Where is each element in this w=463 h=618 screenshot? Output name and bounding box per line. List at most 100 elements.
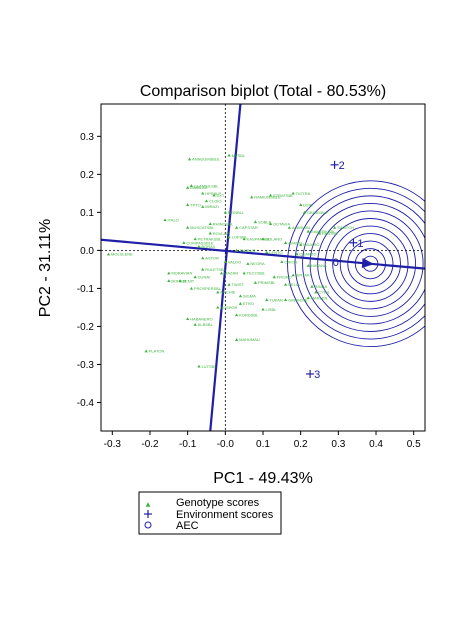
genotype-label-13: DSIB [303,202,313,207]
genotype-marker-16 [186,225,190,229]
genotype-marker-33 [197,244,201,248]
genotype-marker-39 [223,260,227,263]
genotype-marker-22 [306,229,310,233]
legend-environment-marker [144,510,152,518]
genotype-label-29: SOLANO [266,236,283,241]
x-axis-title: PC1 - 49.43% [213,470,313,487]
genotype-marker-36 [295,252,299,256]
genotype-label-68: KORDSBL [239,313,259,318]
x-tick-label-7: 0.4 [369,439,383,450]
genotype-label-2: CLAMSILSBL [194,183,219,188]
genotype-label-58: SIGMA [243,294,256,299]
aec-arrowhead [361,258,375,268]
genotype-marker-3 [186,186,190,189]
genotype-label-52: PRIMSBL [258,280,276,285]
genotype-label-56: PROSPERSBL [194,286,222,291]
genotype-label-27: LOPSBL [232,235,248,240]
genotype-marker-60 [284,298,288,302]
environment-label-1: 2 [339,160,345,172]
environment-label-3: 0 [333,257,339,269]
genotype-label-22: RAMERKSBL [311,229,336,234]
genotype-marker-59 [265,298,269,302]
genotype-marker-62 [314,290,318,294]
genotype-label-66: ALBSBL [198,322,214,327]
legend-genotype-label: Genotype scores [176,497,260,509]
legend: ▲ Genotype scores Environment scores AEC [138,491,282,535]
genotype-label-30: AVANTI [288,240,302,245]
genotype-label-70: PLATON [149,349,165,354]
genotype-marker-29 [261,237,265,241]
y-axis-title: PC2 - 31.11% [37,219,54,317]
aec-circle-8 [302,195,425,332]
genotype-marker-7 [201,205,205,208]
aec-circle-10 [287,180,425,348]
genotype-marker-49 [178,279,182,283]
genotype-label-38: ASTOR [205,255,219,260]
genotype-label-43: RULETSBL [205,267,226,272]
genotype-marker-13 [299,203,303,206]
genotype-marker-42 [306,263,310,267]
x-tick-label-5: 0.2 [294,439,308,450]
genotype-marker-27 [227,235,231,239]
genotype-marker-51 [227,283,231,286]
genotype-label-31: NAVARO [303,242,319,247]
genotype-label-12: TIGTRA [296,191,311,196]
y-tick-label-6: -0.3 [77,360,95,371]
genotype-label-20: OCTAVIA [273,221,290,226]
genotype-marker-43 [201,267,205,271]
genotype-label-32: COMPASSBLE [186,240,214,245]
genotype-marker-2 [189,184,194,187]
x-tick-label-6: 0.3 [331,439,345,450]
genotype-marker-46 [272,275,276,279]
genotype-label-19: SOBLE [258,219,272,224]
aec-circle-1 [354,248,386,280]
genotype-label-37: MOLSLENE [111,252,133,257]
genotype-marker-24 [332,225,337,229]
chart-title: Comparison biplot (Total - 80.53%) [140,83,386,100]
legend-aec-marker [144,521,152,529]
environment-points: 1 2 3 0 [306,160,364,381]
aec-ordinate-line [209,104,242,431]
genotype-marker-20 [268,222,273,225]
genotype-marker-55 [167,279,171,283]
genotype-marker-38 [201,256,205,260]
genotype-marker-48 [167,271,171,275]
genotype-marker-4 [212,193,216,197]
genotype-marker-56 [189,286,194,290]
legend-aec-label: AEC [176,520,199,532]
genotype-label-18: CAPSTAR [239,225,258,230]
x-tick-label-4: 0.1 [256,439,270,450]
genotype-marker-18 [235,225,239,229]
genotype-label-57: ARCHIE [220,290,235,295]
aec-circle-3 [339,233,401,295]
genotype-label-41: ORION [284,259,297,264]
genotype-label-45: TECOSBL [247,271,266,276]
genotype-label-34: TAURUS [239,248,255,253]
genotype-label-67: BOSPOR [220,305,237,310]
genotype-label-47: SIRTAKI [296,273,311,278]
genotype-label-24: SWATCH [337,225,354,230]
aec-circle-9 [294,187,425,340]
genotype-label-33: BORAX [201,244,215,249]
genotype-label-63: ETRO [243,301,254,306]
genotype-marker-50 [193,275,197,279]
genotype-marker-61 [306,296,310,300]
genotype-marker-21 [287,225,291,229]
genotype-marker-53 [284,283,288,286]
aec-circle-4 [332,225,409,302]
genotype-label-60: GIBONSBL [288,297,309,302]
aec-circles [287,180,425,348]
genotype-marker-30 [284,241,288,244]
genotype-marker-32 [182,241,186,244]
genotype-label-16: MUSCATSBL [190,225,215,230]
y-tick-label-1: 0.2 [80,170,94,181]
genotype-label-4: EXT [217,193,225,198]
genotype-marker-5 [201,191,205,195]
y-axis-ticks: 0.3 0.2 0.1 0.0 -0.1 -0.2 -0.3 -0.4 [77,132,101,409]
genotype-label-5: HPSBLP [205,191,221,196]
x-tick-label-1: -0.2 [141,439,159,450]
legend-genotype-marker: ▲ [146,501,151,508]
genotype-marker-64 [261,307,265,311]
